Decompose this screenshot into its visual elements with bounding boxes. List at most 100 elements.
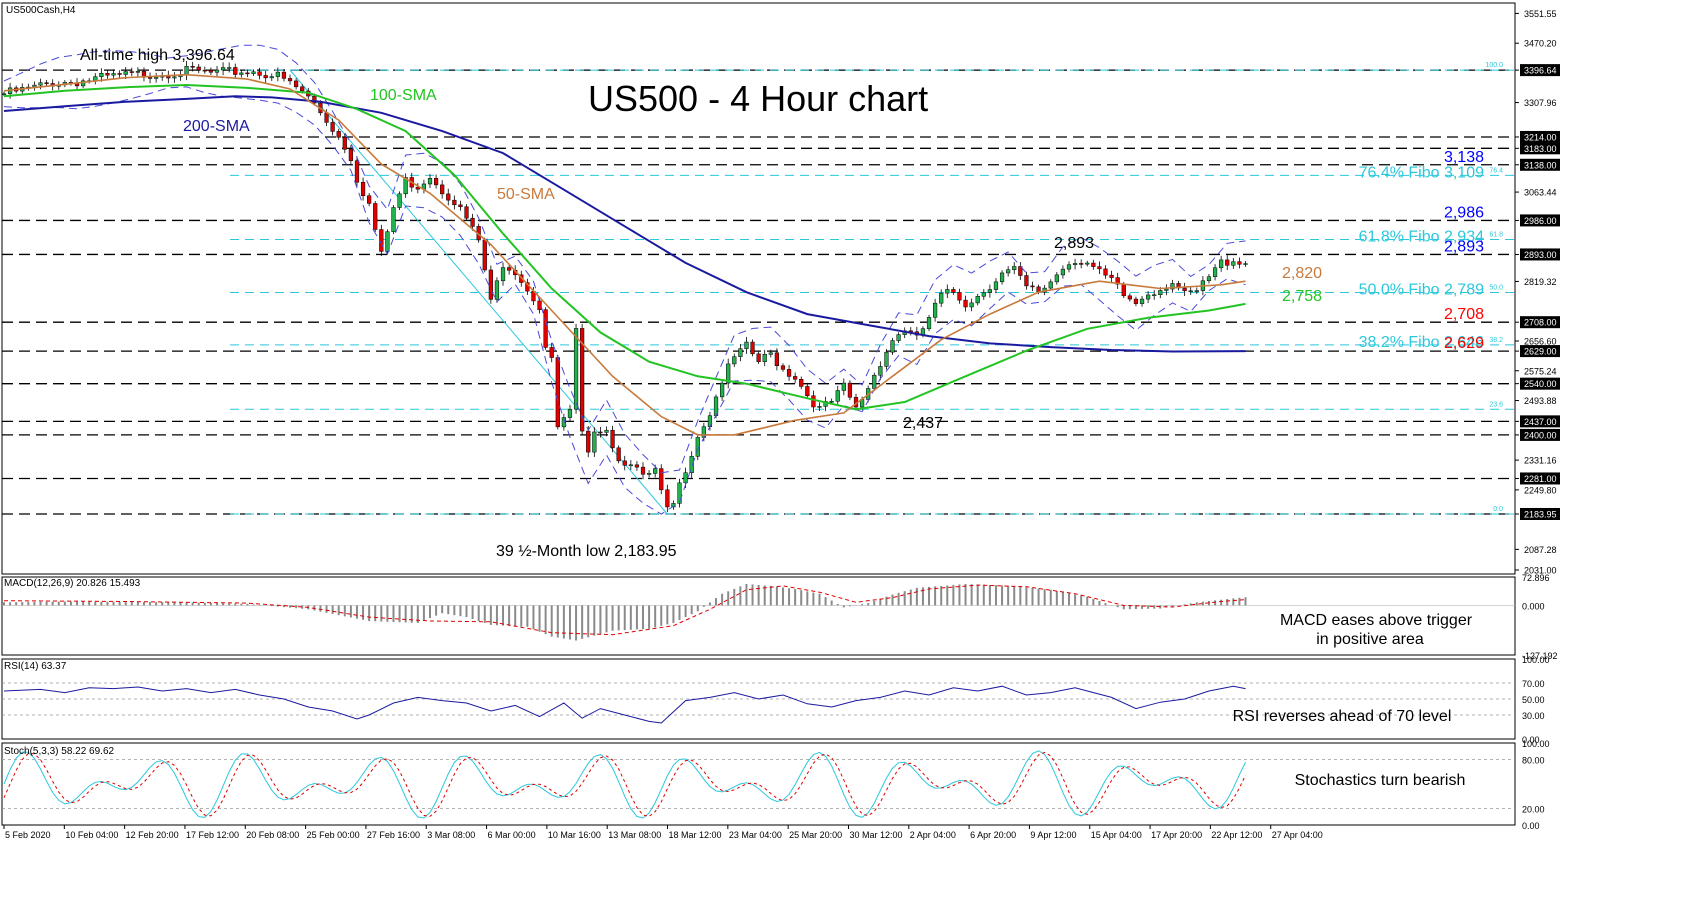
axes: 3551.55 3470.20 3396.64 3307.96 3214.00 3183.… (3, 9, 1560, 840)
rsi-tick-label: 0.00 (1522, 735, 1540, 745)
candle-body (890, 340, 895, 353)
macd-note-line2: in positive area (1316, 631, 1424, 648)
peak-label: 2,893 (1054, 235, 1094, 252)
x-tick-label: 25 Mar 20:00 (789, 830, 842, 840)
candle-body (1066, 264, 1072, 270)
trough-label: 2,437 (903, 415, 943, 432)
rsi-tick-label: 30.00 (1522, 711, 1545, 721)
fibo-tag: 23.6 (1489, 401, 1503, 408)
candle-body (1085, 262, 1090, 265)
candle-body (287, 78, 293, 82)
rsi-tick-label: 70.00 (1522, 679, 1545, 689)
price-tick-label: 2540.00 (1524, 379, 1557, 389)
price-tick-label: 2656.60 (1524, 336, 1557, 346)
candle-body (720, 382, 725, 398)
candle-body (1054, 274, 1059, 283)
price-tick-label: 2400.00 (1524, 430, 1557, 440)
price-tick-label: 3551.55 (1524, 9, 1557, 19)
candle-body (872, 374, 877, 389)
candle-body (494, 280, 500, 300)
x-tick-label: 5 Feb 2020 (5, 830, 51, 840)
candle-body (640, 466, 646, 475)
x-tick-label: 30 Mar 12:00 (849, 830, 902, 840)
candle-body (275, 71, 280, 77)
fibo-trendline (289, 69, 668, 515)
candle-body (963, 299, 968, 308)
candle-body (1231, 261, 1236, 266)
price-tick-label: 3183.00 (1524, 144, 1557, 154)
price-tick-label: 3470.20 (1524, 39, 1557, 49)
stoch-tick-label: 80.00 (1522, 755, 1545, 765)
candle-body (933, 302, 938, 318)
candle-body (732, 356, 737, 365)
candle-body (683, 472, 688, 484)
level-tag-bg (1520, 130, 1560, 143)
candle-body (367, 195, 372, 204)
sma-200-line (3, 95, 1246, 353)
candle-body (227, 67, 232, 69)
candle-body (440, 184, 445, 195)
lower-band (3, 86, 1246, 515)
candle-body (1194, 290, 1199, 292)
x-tick-label: 17 Feb 12:00 (186, 830, 239, 840)
candle-body (354, 160, 360, 183)
candle-body (738, 348, 743, 357)
level-annotation: 50.0% Fibo 2,789 (1359, 282, 1485, 299)
price-tick-label: 2183.95 (1524, 509, 1557, 519)
x-tick-label: 17 Apr 20:00 (1151, 830, 1202, 840)
candle-body (1188, 290, 1193, 293)
candle-body (1060, 268, 1066, 276)
candle-body (926, 317, 932, 329)
candle-body (1030, 285, 1035, 288)
candle-body (841, 382, 846, 391)
fibo-tag: 100.0 (1485, 62, 1503, 69)
sma50-label: 50-SMA (497, 186, 555, 203)
candle-body (646, 473, 652, 475)
candle-body (1212, 267, 1218, 277)
candle-body (269, 76, 274, 79)
candle-body (756, 353, 761, 362)
candle-body (312, 95, 317, 104)
candle-body (951, 289, 956, 293)
candle-body (111, 73, 116, 76)
candle-body (1146, 294, 1151, 300)
candle-body (573, 328, 579, 410)
candle-body (1121, 284, 1126, 297)
level-tag-bg (1520, 214, 1560, 227)
level-tag-bg (1520, 142, 1560, 155)
candle-body (385, 231, 390, 252)
level-annotation: 2,986 (1444, 204, 1484, 221)
x-tick-label: 12 Feb 20:00 (126, 830, 179, 840)
candle-body (939, 292, 944, 304)
candle-body (294, 80, 299, 88)
candle-body (507, 267, 512, 271)
sma-100-line (3, 83, 1246, 411)
x-tick-label: 10 Mar 16:00 (548, 830, 601, 840)
candle-body (44, 82, 49, 84)
candle-body (811, 395, 816, 408)
stoch-k-line (3, 750, 1246, 819)
x-tick-label: 15 Apr 04:00 (1091, 830, 1142, 840)
x-tick-label: 22 Apr 12:00 (1211, 830, 1262, 840)
symbol-label: US500Cash,H4 (6, 5, 76, 16)
price-tick-label: 2986.00 (1524, 216, 1557, 226)
candle-body (1139, 298, 1145, 304)
candle-body (580, 328, 585, 432)
candle-body (1103, 268, 1108, 276)
candle-body (1170, 283, 1175, 290)
level-tag-bg (1520, 472, 1560, 485)
price-tick-label: 2249.80 (1524, 485, 1557, 495)
candle-body (987, 289, 992, 293)
x-tick-label: 6 Apr 20:00 (970, 830, 1016, 840)
candle-body (744, 341, 749, 349)
candle-body (196, 66, 201, 71)
candle-body (239, 72, 244, 75)
candle-body (433, 178, 439, 186)
candle-body (81, 80, 86, 87)
candle-body (135, 71, 140, 73)
candle-body (360, 181, 366, 196)
level-tag-bg (1520, 507, 1560, 520)
level-annotation: 2,893 (1444, 238, 1484, 255)
price-tick-label: 2708.00 (1524, 318, 1557, 328)
